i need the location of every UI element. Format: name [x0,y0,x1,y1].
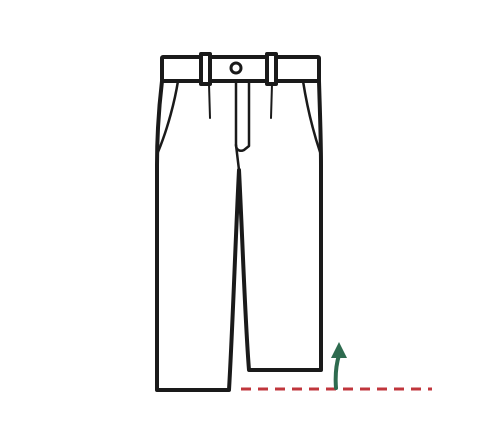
pleat-right [270,83,273,119]
trousers-icon [155,52,323,392]
pocket-right [301,79,322,154]
fly-line [234,79,251,153]
pocket-left [156,79,180,154]
pleat-left [208,83,211,119]
belt-loop-right [265,52,278,86]
button-icon [229,61,243,75]
trousers-outline [155,79,323,392]
arrow-up-icon [331,342,347,390]
belt-loop-left [199,52,212,86]
waistband [160,55,321,83]
crotch-seam [234,143,241,172]
